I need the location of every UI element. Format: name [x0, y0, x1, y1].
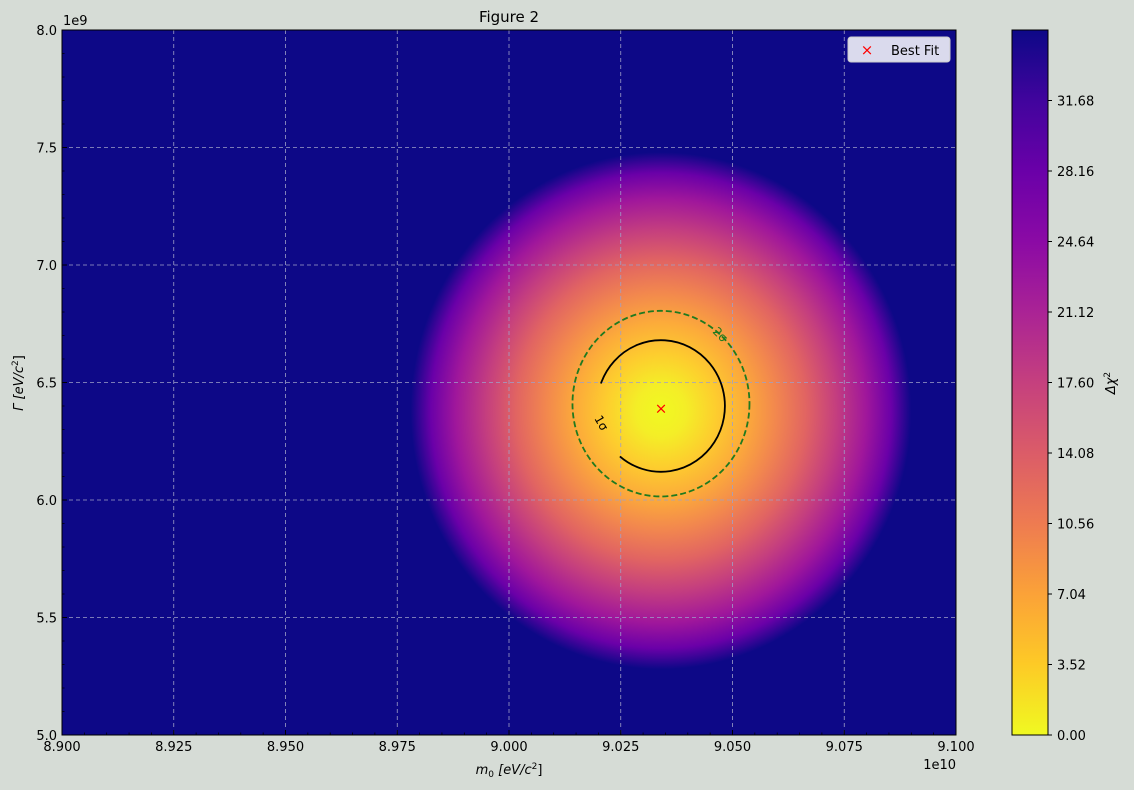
y-tick-label: 6.5	[36, 377, 57, 392]
y-offset-label: 1e9	[63, 14, 88, 29]
y-tick-label: 6.0	[36, 494, 57, 509]
colorbar-tick-label: 24.64	[1057, 236, 1094, 251]
y-tick-label: 5.5	[36, 612, 57, 627]
colorbar-tick-label: 0.00	[1057, 729, 1086, 744]
colorbar-fill	[1011, 29, 1049, 736]
y-tick-label: 7.5	[36, 142, 57, 157]
contour-label-1sigma: 1σ	[591, 413, 611, 434]
y-tick-label: 7.0	[36, 259, 57, 274]
contour-1sigma	[600, 339, 726, 473]
x-tick-label: 9.100	[937, 740, 974, 755]
colorbar-tick-label: 21.12	[1057, 306, 1094, 321]
best-fit-marker: ×	[655, 399, 668, 417]
colorbar-tick-label: 17.60	[1057, 377, 1094, 392]
x-tick-label: 8.925	[155, 740, 192, 755]
legend: × Best Fit	[847, 36, 951, 63]
colorbar-tick-label: 14.08	[1057, 447, 1094, 462]
legend-box	[847, 36, 951, 63]
colorbar-tick-label: 10.56	[1057, 518, 1094, 533]
colorbar-tick-label: 3.52	[1057, 659, 1086, 674]
x-tick-label: 9.000	[490, 740, 527, 755]
x-axis-label: m0 [eV/c2]	[476, 762, 543, 780]
x-tick-label: 9.025	[602, 740, 639, 755]
colorbar-tick-label: 7.04	[1057, 588, 1086, 603]
x-tick-label: 8.975	[379, 740, 416, 755]
colorbar-ticks: 0.00 3.52 7.04 10.56 14.08 17.60 21.12 24.64 28.…	[1048, 95, 1094, 744]
y-tick-label: 8.0	[36, 24, 57, 39]
colorbar-tick-label: 31.68	[1057, 95, 1094, 110]
legend-label: Best Fit	[891, 44, 939, 59]
x-tick-label: 8.900	[43, 740, 80, 755]
chart-title: Figure 2	[479, 8, 539, 26]
grid-lines	[62, 30, 956, 735]
colorbar-tick-label: 28.16	[1057, 165, 1094, 180]
x-axis-ticks: 8.900 8.925 8.950 8.975 9.000 9.025 9.050 9.075…	[43, 730, 975, 755]
colorbar: 0.00 3.52 7.04 10.56 14.08 17.60 21.12 24.64 28.…	[1011, 29, 1119, 744]
heatmap-distribution	[410, 152, 912, 670]
x-tick-label: 8.950	[267, 740, 304, 755]
x-tick-label: 9.075	[826, 740, 863, 755]
y-axis-label: Γ [eV/c2]	[11, 355, 27, 411]
legend-marker-icon: ×	[861, 41, 874, 59]
x-tick-label: 9.050	[714, 740, 751, 755]
colorbar-label: Δχ2	[1103, 372, 1119, 395]
contour-2sigma	[571, 309, 751, 498]
y-tick-label: 5.0	[36, 729, 57, 744]
y-axis-ticks: 5.0 5.5 6.0 6.5 7.0 7.5 8.0	[36, 24, 67, 744]
x-offset-label: 1e10	[923, 758, 956, 773]
marker-layer: ×	[655, 399, 668, 417]
